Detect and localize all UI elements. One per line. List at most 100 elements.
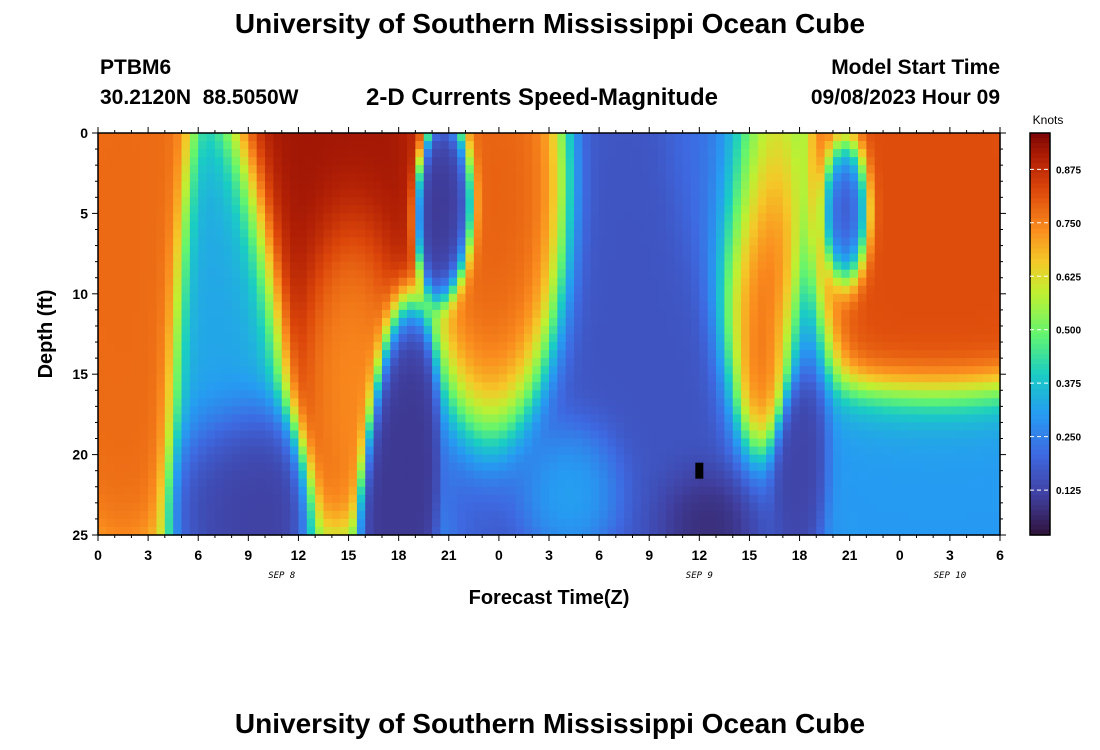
heatmap-cell xyxy=(298,301,308,311)
heatmap-cell xyxy=(340,526,350,536)
heatmap-cell xyxy=(323,181,333,190)
heatmap-cell xyxy=(866,149,876,158)
heatmap-cell xyxy=(732,462,742,472)
heatmap-cell xyxy=(557,205,567,214)
heatmap-cell xyxy=(540,269,550,279)
heatmap-cell xyxy=(148,334,158,343)
heatmap-cell xyxy=(198,293,208,303)
heatmap-cell xyxy=(398,518,408,528)
heatmap-cell xyxy=(415,301,425,311)
heatmap-cell xyxy=(557,181,567,190)
heatmap-cell xyxy=(473,470,483,480)
heatmap-cell xyxy=(490,301,500,311)
heatmap-cell xyxy=(908,526,918,536)
heatmap-cell xyxy=(690,406,700,415)
heatmap-cell xyxy=(298,334,308,343)
heatmap-cell xyxy=(173,213,183,223)
heatmap-cell xyxy=(841,285,851,295)
heatmap-cell xyxy=(139,366,149,375)
heatmap-cell xyxy=(256,213,266,223)
heatmap-cell xyxy=(799,253,809,263)
heatmap-cell xyxy=(640,422,650,432)
heatmap-cell xyxy=(523,334,533,343)
heatmap-cell xyxy=(757,309,767,319)
heatmap-cell xyxy=(248,317,258,327)
heatmap-cell xyxy=(607,398,617,407)
heatmap-cell xyxy=(866,325,876,335)
heatmap-cell xyxy=(173,237,183,247)
heatmap-cell xyxy=(181,446,191,456)
heatmap-cell xyxy=(791,285,801,295)
heatmap-cell xyxy=(766,454,776,464)
heatmap-cell xyxy=(799,133,809,142)
heatmap-cell xyxy=(365,293,375,303)
heatmap-cell xyxy=(256,293,266,303)
heatmap-cell xyxy=(690,358,700,367)
heatmap-cell xyxy=(782,486,792,496)
heatmap-cell xyxy=(657,253,667,263)
heatmap-cell xyxy=(816,189,826,198)
heatmap-cell xyxy=(657,494,667,504)
heatmap-cell xyxy=(507,213,517,223)
heatmap-cell xyxy=(373,301,383,311)
heatmap-cell xyxy=(916,253,926,263)
heatmap-cell xyxy=(599,165,609,174)
heatmap-cell xyxy=(440,510,450,520)
heatmap-cell xyxy=(465,325,475,335)
heatmap-cell xyxy=(432,301,442,311)
heatmap-cell xyxy=(782,334,792,343)
heatmap-cell xyxy=(924,165,934,174)
heatmap-cell xyxy=(164,382,174,391)
heatmap-cell xyxy=(214,406,224,415)
heatmap-cell xyxy=(473,133,483,142)
heatmap-cell xyxy=(106,309,116,319)
heatmap-cell xyxy=(791,261,801,271)
heatmap-cell xyxy=(365,261,375,271)
heatmap-cell xyxy=(323,494,333,504)
heatmap-cell xyxy=(749,454,759,464)
heatmap-cell xyxy=(423,422,433,432)
heatmap-cell xyxy=(331,261,341,271)
heatmap-cell xyxy=(98,510,107,520)
heatmap-cell xyxy=(473,398,483,407)
heatmap-cell xyxy=(874,253,884,263)
heatmap-cell xyxy=(206,181,216,190)
heatmap-cell xyxy=(749,446,759,456)
heatmap-cell xyxy=(549,518,558,528)
heatmap-cell xyxy=(373,253,383,263)
heatmap-cell xyxy=(223,470,233,480)
heatmap-cell xyxy=(457,229,467,239)
heatmap-cell xyxy=(874,390,884,399)
heatmap-cell xyxy=(114,382,124,391)
heatmap-cell xyxy=(799,382,809,391)
heatmap-cell xyxy=(281,478,291,488)
heatmap-cell xyxy=(173,422,183,432)
heatmap-cell xyxy=(407,245,416,255)
heatmap-cell xyxy=(340,149,350,158)
heatmap-cell xyxy=(457,133,467,142)
heatmap-cell xyxy=(482,141,492,150)
heatmap-cell xyxy=(699,406,709,415)
heatmap-cell xyxy=(440,301,450,311)
heatmap-cell xyxy=(724,526,734,536)
heatmap-cell xyxy=(891,414,901,424)
heatmap-cell xyxy=(231,309,241,319)
heatmap-cell xyxy=(632,181,642,190)
heatmap-cell xyxy=(832,350,842,359)
heatmap-cell xyxy=(348,342,358,351)
heatmap-cell xyxy=(173,133,183,142)
heatmap-cell xyxy=(749,494,759,504)
heatmap-cell xyxy=(123,446,133,456)
heatmap-cell xyxy=(248,342,258,351)
heatmap-cell xyxy=(699,325,709,335)
heatmap-cell xyxy=(799,157,809,166)
heatmap-cell xyxy=(340,446,350,456)
heatmap-cell xyxy=(891,293,901,303)
heatmap-cell xyxy=(507,446,517,456)
heatmap-cell xyxy=(214,269,224,279)
heatmap-cell xyxy=(523,414,533,424)
heatmap-cell xyxy=(832,133,842,142)
heatmap-cell xyxy=(248,334,258,343)
heatmap-cell xyxy=(315,462,325,472)
heatmap-cell xyxy=(724,422,734,432)
